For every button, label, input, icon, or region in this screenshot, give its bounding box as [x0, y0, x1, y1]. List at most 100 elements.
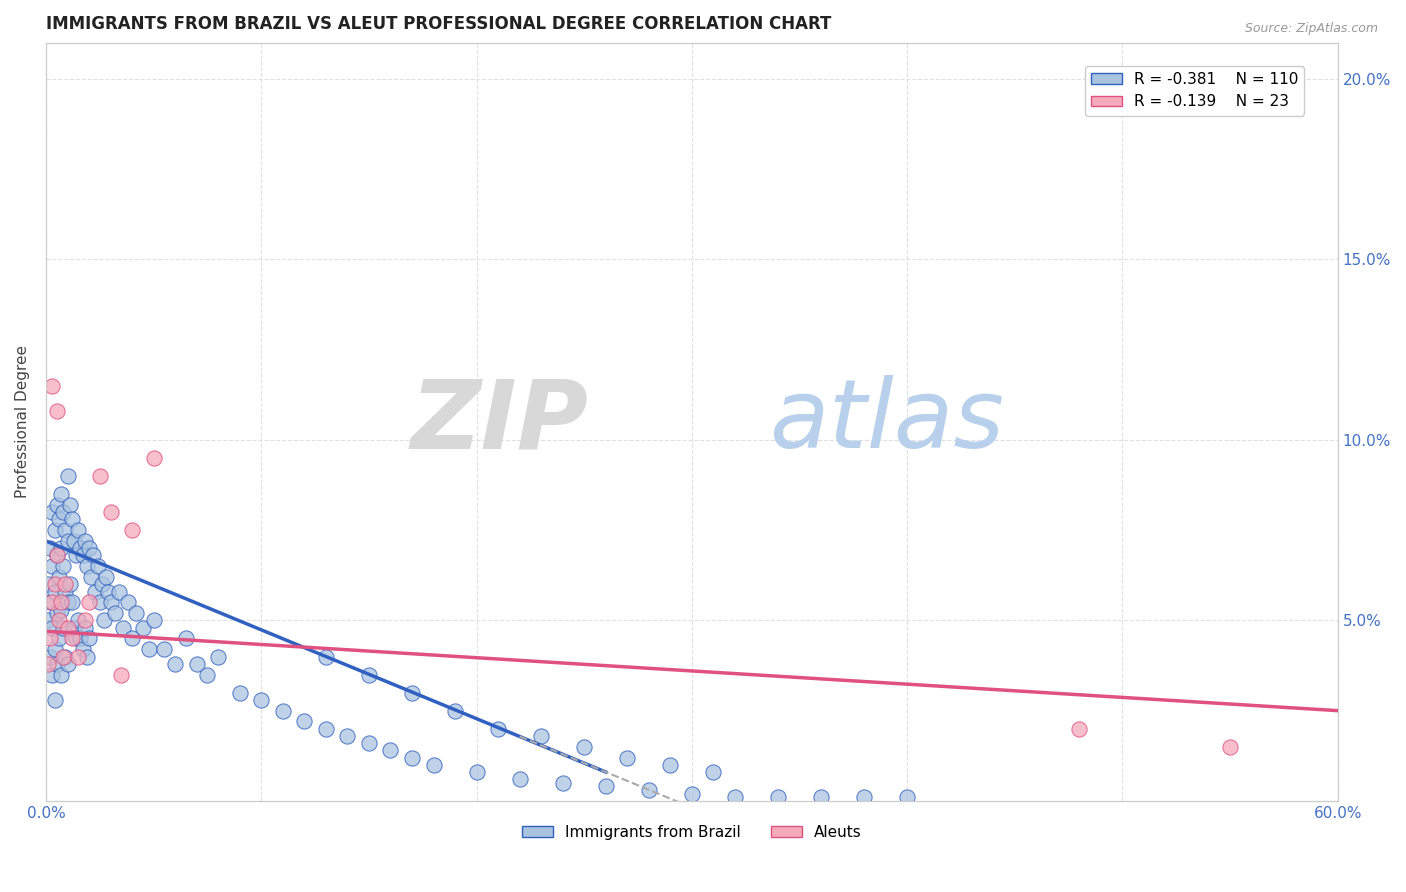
- Point: [39, 595, 62, 609]
- Point: [73, 614, 96, 628]
- Point: [60, 512, 83, 526]
- Point: [60, 632, 83, 646]
- Point: [45, 498, 67, 512]
- Point: [49, 667, 72, 681]
- Point: [44, 642, 66, 657]
- Point: [53, 584, 76, 599]
- Point: [77, 595, 100, 609]
- Point: [59, 498, 82, 512]
- Point: [110, 667, 132, 681]
- Point: [48, 512, 70, 526]
- Point: [41, 595, 63, 609]
- Point: [108, 584, 131, 599]
- Point: [100, 595, 122, 609]
- Point: [76, 649, 98, 664]
- Point: [56, 533, 79, 548]
- Y-axis label: Professional Degree: Professional Degree: [15, 345, 30, 499]
- Point: [1069, 722, 1091, 736]
- Point: [142, 450, 165, 465]
- Point: [153, 642, 176, 657]
- Point: [681, 787, 703, 801]
- Point: [766, 790, 789, 805]
- Point: [315, 722, 337, 736]
- Point: [49, 541, 72, 556]
- Text: IMMIGRANTS FROM BRAZIL VS ALEUT PROFESSIONAL DEGREE CORRELATION CHART: IMMIGRANTS FROM BRAZIL VS ALEUT PROFESSI…: [46, 15, 831, 33]
- Point: [77, 632, 100, 646]
- Text: Source: ZipAtlas.com: Source: ZipAtlas.com: [1244, 22, 1378, 36]
- Point: [44, 584, 66, 599]
- Point: [59, 577, 82, 591]
- Point: [637, 783, 659, 797]
- Point: [93, 614, 115, 628]
- Point: [91, 577, 114, 591]
- Point: [53, 649, 76, 664]
- Point: [60, 595, 83, 609]
- Point: [357, 736, 380, 750]
- Point: [530, 729, 553, 743]
- Point: [465, 764, 488, 779]
- Point: [96, 570, 118, 584]
- Point: [89, 595, 111, 609]
- Point: [271, 704, 294, 718]
- Point: [52, 559, 75, 574]
- Point: [39, 649, 62, 664]
- Point: [165, 657, 187, 671]
- Point: [724, 790, 747, 805]
- Point: [80, 570, 103, 584]
- Point: [63, 533, 86, 548]
- Point: [84, 584, 107, 599]
- Point: [39, 541, 62, 556]
- Point: [67, 649, 90, 664]
- Point: [551, 776, 574, 790]
- Point: [896, 790, 918, 805]
- Point: [229, 685, 252, 699]
- Point: [659, 757, 682, 772]
- Point: [56, 595, 79, 609]
- Point: [97, 584, 120, 599]
- Point: [104, 606, 127, 620]
- Point: [82, 549, 104, 563]
- Point: [292, 714, 315, 729]
- Point: [65, 549, 87, 563]
- Point: [117, 595, 139, 609]
- Point: [72, 549, 94, 563]
- Legend: Immigrants from Brazil, Aleuts: Immigrants from Brazil, Aleuts: [516, 819, 868, 847]
- Point: [112, 621, 135, 635]
- Point: [37, 614, 59, 628]
- Point: [100, 505, 122, 519]
- Point: [77, 541, 100, 556]
- Point: [401, 750, 423, 764]
- Point: [56, 621, 79, 635]
- Point: [315, 649, 337, 664]
- Point: [574, 739, 596, 754]
- Point: [69, 541, 91, 556]
- Point: [49, 487, 72, 501]
- Point: [89, 469, 111, 483]
- Point: [44, 577, 66, 591]
- Point: [401, 685, 423, 699]
- Point: [73, 533, 96, 548]
- Point: [1219, 739, 1241, 754]
- Point: [138, 642, 160, 657]
- Point: [121, 523, 143, 537]
- Point: [48, 614, 70, 628]
- Point: [53, 577, 76, 591]
- Point: [49, 595, 72, 609]
- Point: [616, 750, 638, 764]
- Point: [125, 606, 148, 620]
- Point: [380, 743, 402, 757]
- Point: [76, 559, 98, 574]
- Point: [132, 621, 155, 635]
- Point: [44, 523, 66, 537]
- Point: [45, 549, 67, 563]
- Point: [41, 559, 63, 574]
- Point: [45, 549, 67, 563]
- Point: [45, 606, 67, 620]
- Point: [56, 469, 79, 483]
- Text: atlas: atlas: [769, 376, 1004, 468]
- Point: [63, 621, 86, 635]
- Point: [186, 657, 208, 671]
- Point: [44, 693, 66, 707]
- Point: [65, 632, 87, 646]
- Point: [37, 577, 59, 591]
